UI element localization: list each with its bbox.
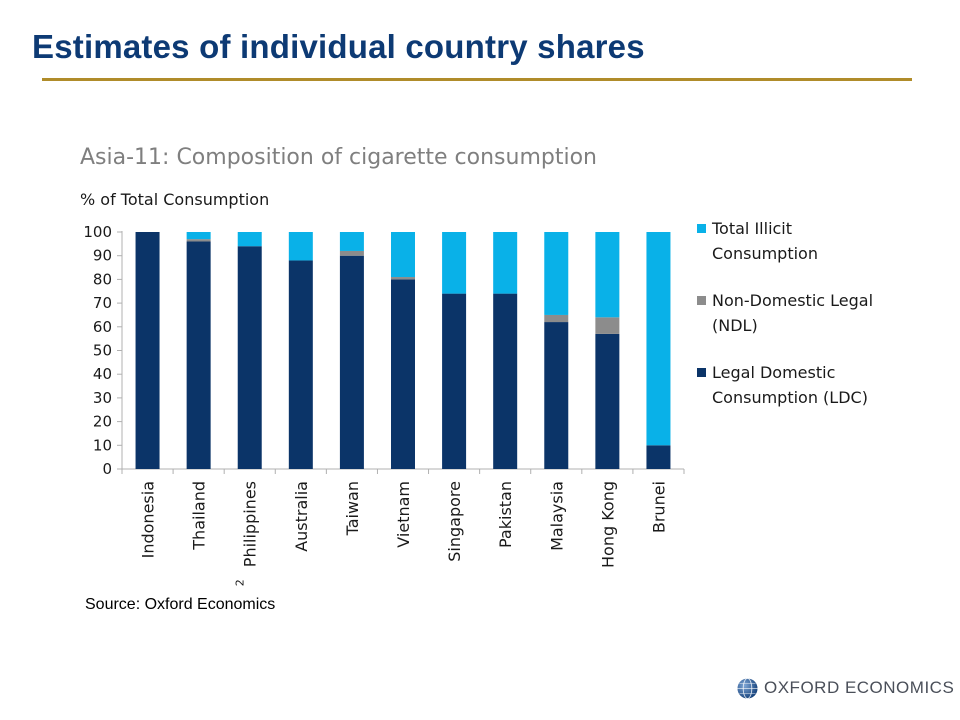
- bar-thailand-legal-domestic-consumption-ldc: [186, 241, 211, 469]
- oxford-economics-logo: OXFORD ECONOMICS: [737, 677, 954, 699]
- bar-philippines-legal-domestic-consumption-ldc: [237, 246, 262, 469]
- bar-taiwan-legal-domestic-consumption-ldc: [339, 255, 364, 469]
- y-axis-label: % of Total Consumption: [80, 190, 269, 209]
- bar-pakistan-legal-domestic-consumption-ldc: [493, 293, 518, 469]
- x-tick-label-vietnam: Vietnam: [394, 481, 413, 548]
- x-tick-label-taiwan: Taiwan: [343, 481, 362, 536]
- bar-vietnam-total-illicit-consumption: [391, 232, 415, 278]
- y-tick-label: 80: [93, 270, 112, 288]
- bar-singapore-total-illicit-consumption: [442, 232, 467, 294]
- legend-label-total-illicit-consumption: Consumption: [712, 244, 818, 263]
- globe-icon: [737, 677, 758, 699]
- x-tick-footnote-philippines: 2: [234, 579, 247, 586]
- bar-australia-total-illicit-consumption: [288, 232, 313, 261]
- x-tick-label-thailand: Thailand: [190, 481, 209, 551]
- y-tick-label: 70: [93, 294, 112, 312]
- x-tick-label-brunei: Brunei: [649, 481, 668, 533]
- legend-swatch-non-domestic-legal-ndl: [697, 296, 706, 305]
- bar-australia-legal-domestic-consumption-ldc: [288, 260, 313, 469]
- y-tick-label: 0: [102, 460, 112, 478]
- x-tick-label-indonesia: Indonesia: [139, 481, 158, 558]
- x-tick-label-singapore: Singapore: [445, 481, 464, 562]
- x-tick-label-australia: Australia: [292, 481, 311, 552]
- bar-hong-kong-non-domestic-legal-ndl: [595, 317, 620, 334]
- y-tick-label: 40: [93, 365, 112, 383]
- y-tick-label: 50: [93, 342, 112, 360]
- legend-label-non-domestic-legal-ndl: Non-Domestic Legal: [712, 291, 873, 310]
- bar-philippines-total-illicit-consumption: [237, 232, 262, 247]
- x-tick-label-hong-kong: Hong Kong: [598, 481, 617, 568]
- bar-hong-kong-total-illicit-consumption: [595, 232, 620, 318]
- bar-taiwan-non-domestic-legal-ndl: [339, 250, 364, 256]
- y-tick-label: 20: [93, 413, 112, 431]
- y-tick-label: 10: [93, 436, 112, 454]
- bar-vietnam-legal-domestic-consumption-ldc: [391, 279, 415, 469]
- legend-swatch-legal-domestic-consumption-ldc: [697, 368, 706, 377]
- bar-brunei-total-illicit-consumption: [646, 232, 671, 446]
- bar-singapore-legal-domestic-consumption-ldc: [442, 293, 467, 469]
- legend: Total Illicit Consumption Non-Domestic Leg…: [697, 219, 873, 407]
- slide-title: Estimates of individual country shares: [32, 28, 645, 65]
- legend-label-total-illicit-consumption: Total Illicit: [711, 219, 792, 238]
- title-rule: [42, 78, 912, 81]
- bar-thailand-total-illicit-consumption: [186, 232, 211, 240]
- bar-taiwan-total-illicit-consumption: [339, 232, 364, 251]
- x-tick-label-pakistan: Pakistan: [496, 481, 515, 548]
- x-tick-label-malaysia: Malaysia: [547, 481, 566, 551]
- y-tick-label: 60: [93, 318, 112, 336]
- bar-indonesia-legal-domestic-consumption-ldc: [135, 232, 160, 469]
- chart-title: Asia-11: Composition of cigarette consum…: [80, 145, 597, 170]
- bar-malaysia-non-domestic-legal-ndl: [544, 314, 569, 323]
- legend-swatch-total-illicit-consumption: [697, 224, 706, 233]
- bar-vietnam-non-domestic-legal-ndl: [391, 277, 415, 280]
- x-tick-label-philippines: Philippines: [241, 481, 260, 567]
- logo-text: OXFORD ECONOMICS: [764, 678, 955, 697]
- bar-malaysia-total-illicit-consumption: [544, 232, 569, 315]
- bar-hong-kong-legal-domestic-consumption-ldc: [595, 333, 620, 469]
- bar-brunei-legal-domestic-consumption-ldc: [646, 445, 671, 469]
- y-tick-label: 100: [83, 223, 112, 241]
- legend-label-legal-domestic-consumption-ldc: Consumption (LDC): [712, 388, 868, 407]
- y-tick-label: 90: [93, 247, 112, 265]
- legend-label-legal-domestic-consumption-ldc: Legal Domestic: [712, 363, 835, 382]
- plot-area: 0 10 20 30 40 50 60 70 80 90 100 Indonesia Thailand P…: [83, 223, 685, 586]
- legend-label-non-domestic-legal-ndl: (NDL): [712, 316, 758, 335]
- y-tick-label: 30: [93, 389, 112, 407]
- source-note: Source: Oxford Economics: [85, 596, 276, 613]
- bar-pakistan-total-illicit-consumption: [493, 232, 518, 294]
- bar-malaysia-legal-domestic-consumption-ldc: [544, 322, 569, 469]
- bar-thailand-non-domestic-legal-ndl: [186, 239, 211, 242]
